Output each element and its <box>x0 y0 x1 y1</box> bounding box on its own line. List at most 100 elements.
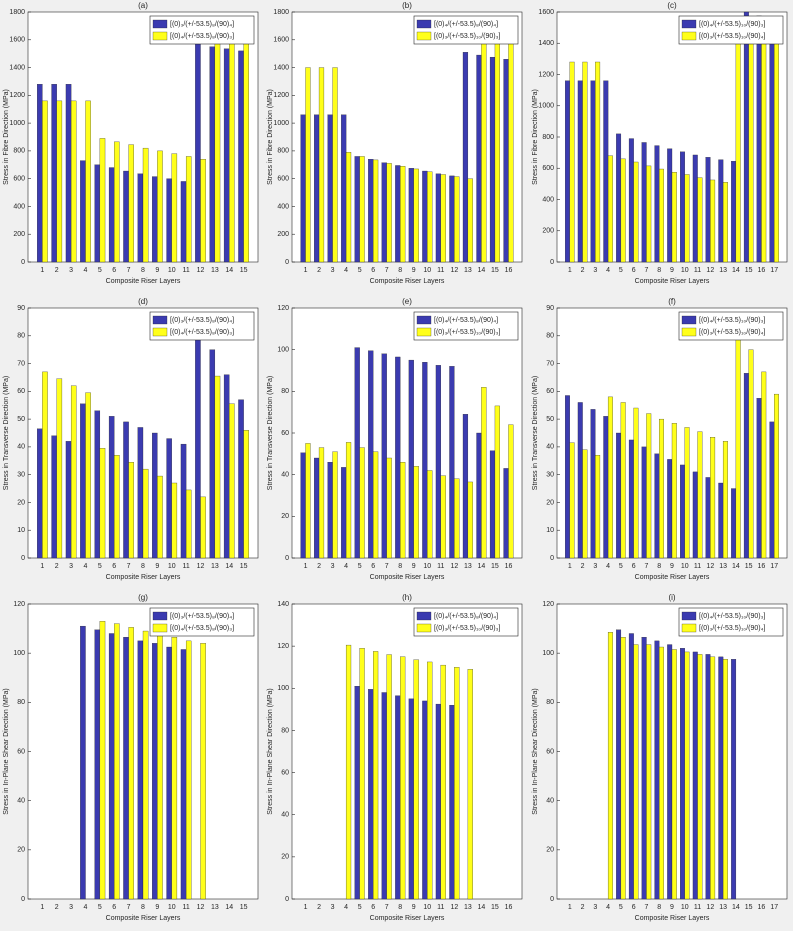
x-tick-label: 3 <box>69 904 73 911</box>
y-tick-label: 70 <box>546 360 554 367</box>
x-tick-label: 9 <box>155 904 159 911</box>
bar <box>327 462 333 559</box>
bar <box>108 167 115 263</box>
bar <box>462 52 469 263</box>
legend-swatch <box>681 31 697 41</box>
x-tick-label: 13 <box>211 267 219 274</box>
x-tick-label: 10 <box>423 267 431 274</box>
bar <box>654 640 660 900</box>
x-tick-label: 3 <box>593 563 597 570</box>
y-tick-label: 80 <box>17 699 25 706</box>
bar <box>697 177 703 263</box>
legend-swatch <box>416 327 432 337</box>
x-tick-label: 13 <box>464 904 472 911</box>
y-tick-label: 10 <box>546 527 554 534</box>
legend-label: [(0)₃/(+/-53.5)₈/(90)₄] <box>170 317 234 324</box>
x-tick-label: 9 <box>670 267 674 274</box>
x-tick-label: 4 <box>84 904 88 911</box>
x-tick-label: 2 <box>55 267 59 274</box>
y-tick-label: 60 <box>281 769 289 776</box>
bar <box>590 409 596 559</box>
bar <box>157 475 163 559</box>
bar <box>185 489 192 559</box>
x-tick-label: 3 <box>69 267 73 274</box>
bar <box>671 423 677 559</box>
bar <box>671 172 677 263</box>
bar <box>314 114 320 263</box>
bar <box>142 468 149 559</box>
bar <box>400 462 406 559</box>
y-tick-label: 200 <box>277 231 289 238</box>
y-tick-label: 60 <box>546 748 554 755</box>
bar <box>774 393 779 559</box>
x-tick-label: 15 <box>745 267 753 274</box>
y-tick-label: 400 <box>542 196 554 203</box>
bar <box>427 171 433 263</box>
bar <box>761 40 767 263</box>
legend-swatch <box>152 31 168 41</box>
chart-title: (f) <box>668 297 676 306</box>
bar <box>223 374 230 559</box>
bar <box>166 438 172 559</box>
legend-label: [(0)₄/(+/-53.5)₈/(90)₃] <box>170 33 234 40</box>
x-tick-label: 12 <box>706 904 714 911</box>
bar <box>595 455 601 559</box>
bar <box>413 659 419 900</box>
bar <box>761 371 767 559</box>
legend-label: [(0)₄/(+/-53.5)₈/(90)₄] <box>434 21 498 28</box>
bar <box>481 31 487 263</box>
bar <box>462 414 469 559</box>
x-tick-label: 9 <box>412 563 416 570</box>
y-axis-label: Stress in Transverse Direction (MPa) <box>532 376 539 490</box>
bar <box>503 468 509 559</box>
bar <box>449 175 455 263</box>
bar <box>381 353 387 559</box>
bar <box>422 170 428 263</box>
x-tick-label: 10 <box>681 563 689 570</box>
x-axis-label: Composite Riser Layers <box>106 278 181 285</box>
y-tick-label: 0 <box>21 259 25 266</box>
x-tick-label: 7 <box>644 904 648 911</box>
x-tick-label: 14 <box>732 904 740 911</box>
bar <box>654 145 660 263</box>
bar <box>718 482 724 559</box>
x-tick-label: 15 <box>745 563 753 570</box>
y-tick-label: 40 <box>281 812 289 819</box>
bar <box>620 402 626 559</box>
y-tick-label: 0 <box>550 555 554 562</box>
x-tick-label: 13 <box>719 563 727 570</box>
legend-label: [(0)₄/(+/-53.5)₈/(90)₄] <box>434 613 498 620</box>
bar <box>341 114 347 263</box>
bar <box>359 648 365 900</box>
bar <box>722 441 728 559</box>
bar <box>718 159 724 263</box>
bar <box>769 18 775 263</box>
x-tick-label: 3 <box>593 267 597 274</box>
y-tick-label: 1400 <box>538 40 554 47</box>
x-tick-label: 1 <box>40 267 44 274</box>
x-tick-label: 10 <box>681 267 689 274</box>
bar <box>243 430 249 559</box>
x-tick-label: 5 <box>358 563 362 570</box>
bar <box>659 168 664 263</box>
bar <box>354 686 360 900</box>
bar <box>569 442 575 559</box>
x-tick-label: 4 <box>344 904 348 911</box>
bar <box>607 396 613 559</box>
legend-swatch <box>681 611 697 621</box>
x-tick-label: 2 <box>55 904 59 911</box>
x-tick-label: 7 <box>644 563 648 570</box>
legend-box <box>413 311 519 341</box>
y-tick-label: 100 <box>13 650 25 657</box>
y-tick-label: 80 <box>281 388 289 395</box>
x-tick-label: 2 <box>581 267 585 274</box>
y-tick-label: 80 <box>281 727 289 734</box>
bar <box>731 488 737 559</box>
bar <box>641 142 647 263</box>
x-tick-label: 2 <box>317 904 321 911</box>
x-tick-label: 15 <box>240 267 248 274</box>
bar <box>128 462 134 559</box>
